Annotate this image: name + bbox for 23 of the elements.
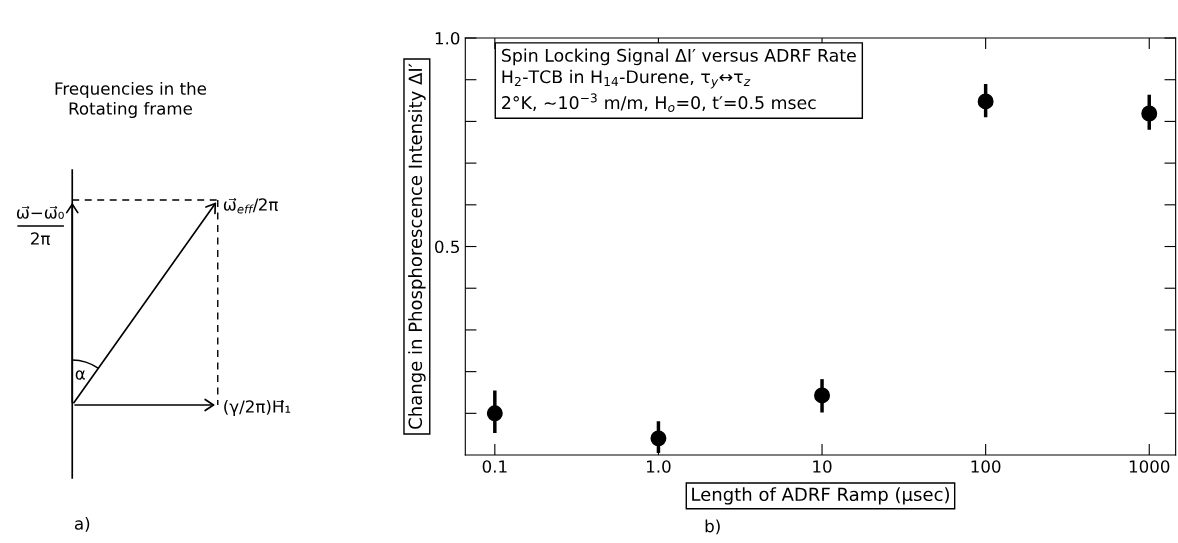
x-tick-label: 0.1 — [482, 460, 507, 473]
point — [1141, 105, 1158, 122]
x-tick-label: 10 — [813, 460, 832, 473]
x-axis-title: Length of ADRF Ramp (μsec) — [692, 487, 949, 505]
text: (γ/2π)H⃗₁ — [224, 399, 291, 417]
point — [650, 430, 667, 447]
point — [977, 93, 994, 110]
text: α — [75, 370, 85, 380]
text: b) — [705, 519, 720, 535]
text: Spin Locking Signal ΔI′ versus ADRF Rate — [501, 48, 856, 66]
x-tick-label: 1.0 — [647, 460, 671, 473]
x-tick-label: 100 — [971, 460, 1001, 473]
text: Frequencies in the Rotating frame — [55, 81, 207, 119]
text: a) — [74, 516, 90, 532]
text: H$_{2}$-TCB in H$_{14}$-Durene, τ$_{y}$↔τ$_{z}$ 2°K, ~10$^{−3}$ m/m, H$_{o}$=0, t′=0.5 msec — [502, 69, 816, 112]
y-axis-title: Change in Phosphorescence Intensity ΔI′ — [408, 63, 426, 429]
x-tick-label: 1000 — [1129, 460, 1170, 473]
y-tick-label: 0.5 — [435, 240, 459, 254]
text: ω⃗−ω⃗₀ — [16, 205, 64, 219]
point — [814, 387, 831, 404]
text: ω⃗$_{eff}$/2π — [223, 197, 278, 214]
text: 2π — [31, 232, 50, 245]
point — [486, 405, 503, 422]
